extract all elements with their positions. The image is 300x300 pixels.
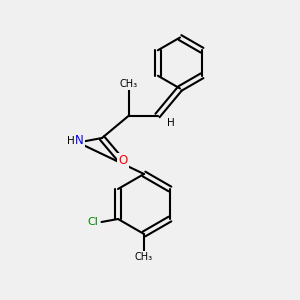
Text: H: H	[67, 136, 74, 146]
Text: H: H	[167, 118, 175, 128]
Text: N: N	[75, 134, 84, 148]
Text: CH₃: CH₃	[135, 252, 153, 262]
Text: CH₃: CH₃	[120, 79, 138, 89]
Text: O: O	[118, 154, 127, 167]
Text: Cl: Cl	[87, 217, 98, 227]
